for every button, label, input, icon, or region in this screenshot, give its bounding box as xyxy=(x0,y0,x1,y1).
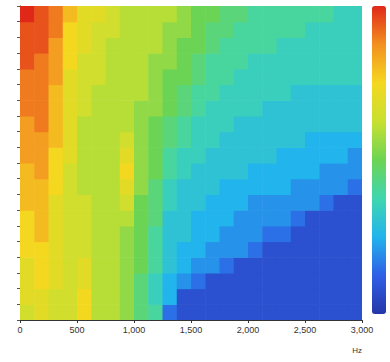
svg-text:1,500: 1,500 xyxy=(180,325,203,335)
svg-text:1,000: 1,000 xyxy=(123,325,146,335)
svg-text:2,500: 2,500 xyxy=(294,325,317,335)
svg-text:Hz: Hz xyxy=(352,346,362,355)
svg-text:2,000: 2,000 xyxy=(237,325,260,335)
svg-text:0: 0 xyxy=(17,325,22,335)
svg-text:500: 500 xyxy=(69,325,84,335)
svg-text:3,000: 3,000 xyxy=(351,325,374,335)
